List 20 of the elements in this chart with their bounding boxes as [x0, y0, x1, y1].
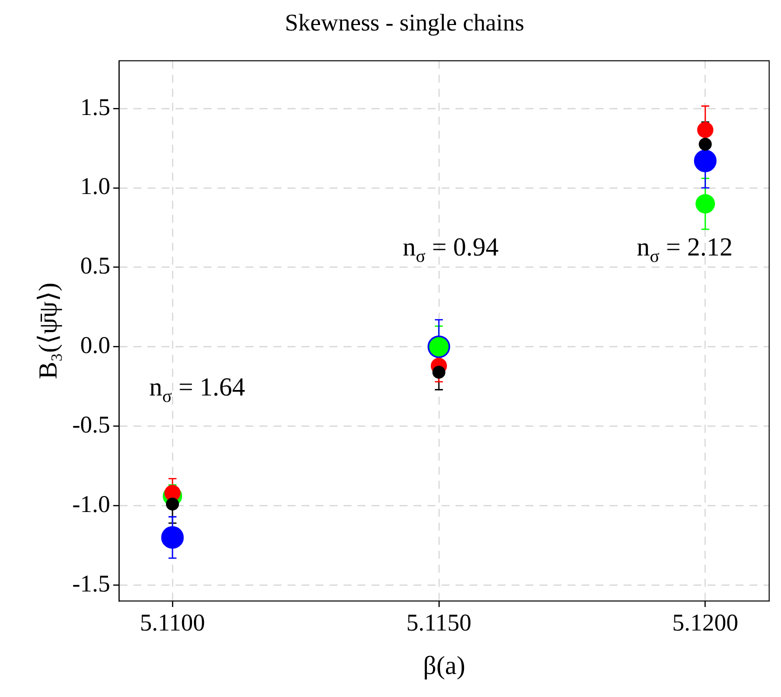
- x-axis-title: β(a): [423, 651, 466, 680]
- x-tick-label: 5.1200: [672, 610, 738, 637]
- y-tick-label: -1.0: [72, 492, 110, 518]
- point: [696, 194, 715, 214]
- y-tick-label: 1.0: [80, 174, 110, 200]
- y-axis-title: B₃(⟨ψ̄ψ⟩): [33, 282, 62, 380]
- y-tick-label: -0.5: [72, 412, 110, 439]
- point: [698, 138, 712, 151]
- x-tick-label: 5.1150: [406, 610, 472, 637]
- y-tick-label: 0.5: [80, 254, 110, 280]
- point: [161, 526, 184, 549]
- y-tick-label: 1.5: [80, 94, 110, 121]
- chart-title: Skewness - single chains: [284, 10, 524, 37]
- point: [166, 498, 179, 511]
- y-tick-label: 0.0: [80, 333, 110, 360]
- y-tick-label: -1.5: [72, 571, 110, 598]
- point: [697, 122, 714, 138]
- point: [432, 366, 446, 379]
- x-tick-label: 5.1100: [140, 610, 206, 637]
- point: [694, 150, 717, 172]
